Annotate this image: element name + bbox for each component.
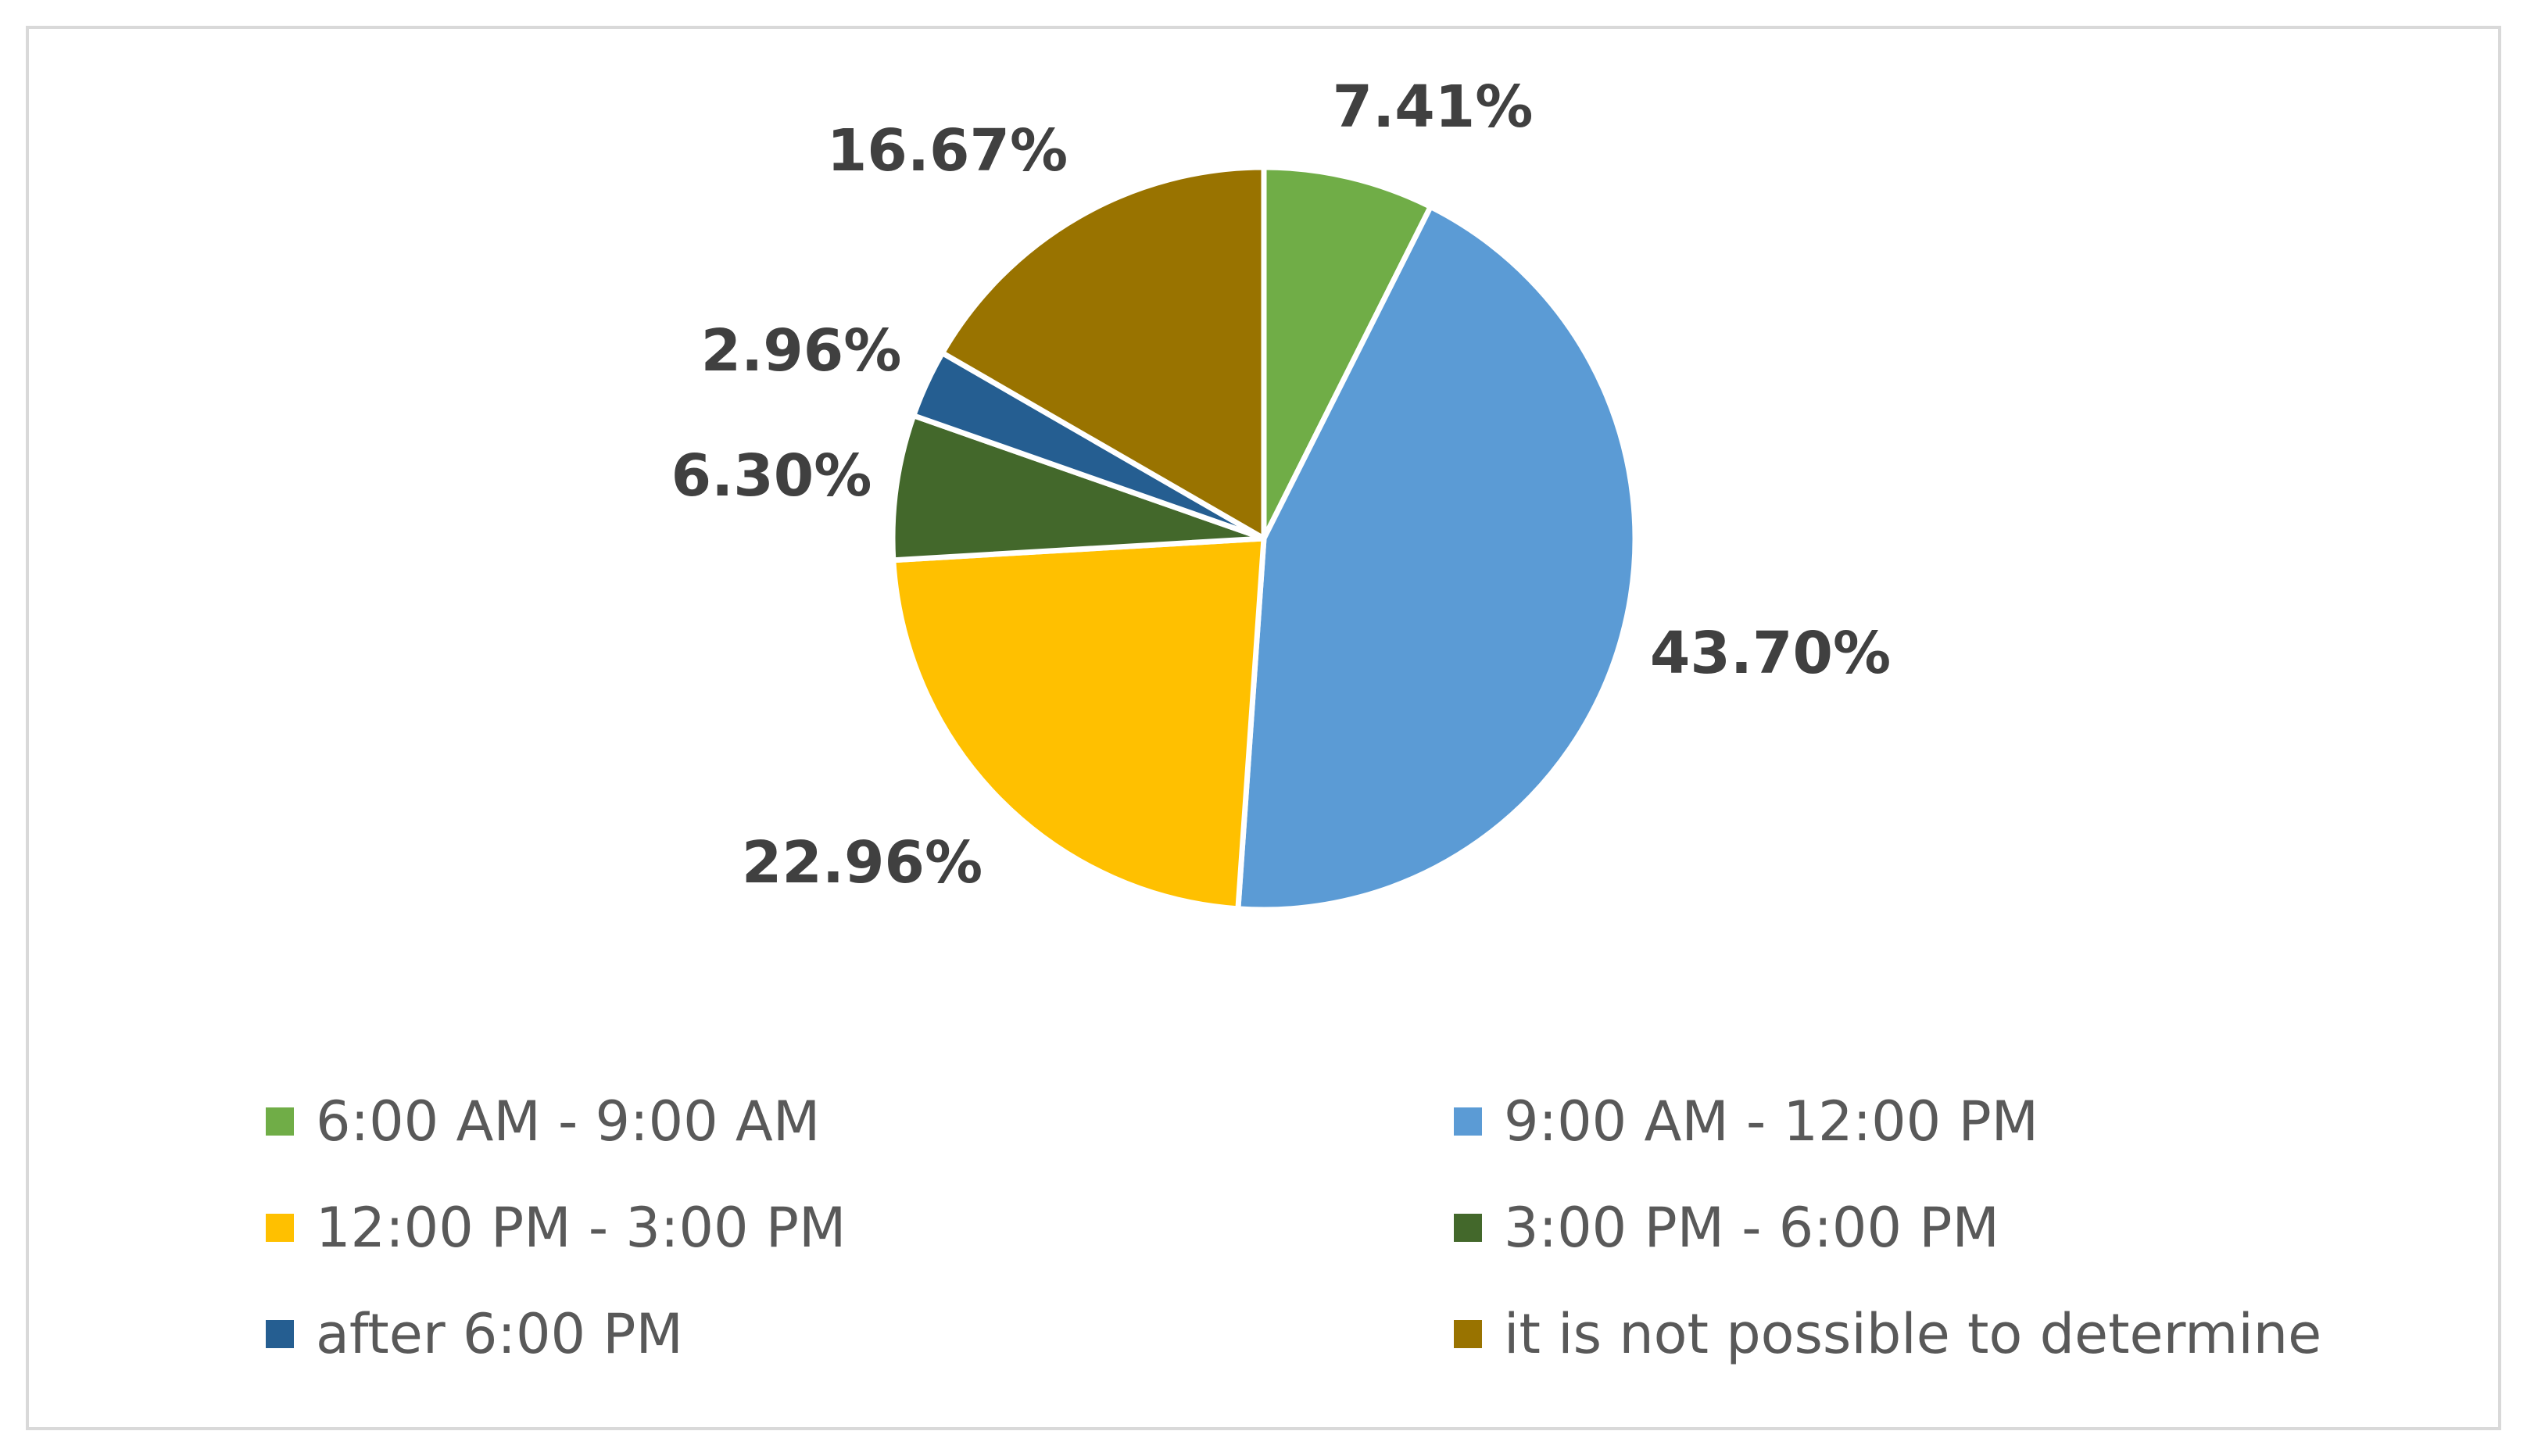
- legend-swatch-3: [266, 1214, 294, 1242]
- legend-item-1: 6:00 AM - 9:00 AM: [266, 1086, 1454, 1157]
- data-label-2: 43.70%: [1650, 620, 1891, 687]
- data-label-3: 22.96%: [742, 829, 983, 896]
- legend-item-6: it is not possible to determine: [1454, 1299, 2376, 1369]
- legend-label-2: 9:00 AM - 12:00 PM: [1504, 1089, 2039, 1154]
- pie-slice-4: [889, 413, 1267, 563]
- legend-label-3: 12:00 PM - 3:00 PM: [316, 1196, 847, 1260]
- pie-slices: [889, 164, 1638, 913]
- data-label-5: 2.96%: [701, 317, 902, 385]
- chart-legend: 6:00 AM - 9:00 AM 9:00 AM - 12:00 PM 12:00…: [266, 1086, 2376, 1369]
- data-label-6: 16.67%: [827, 117, 1068, 184]
- legend-item-2: 9:00 AM - 12:00 PM: [1454, 1086, 2376, 1157]
- legend-label-5: after 6:00 PM: [316, 1302, 683, 1366]
- data-label-4: 6.30%: [671, 442, 872, 510]
- legend-swatch-4: [1454, 1214, 1482, 1242]
- data-label-1: 7.41%: [1333, 73, 1534, 141]
- legend-swatch-5: [266, 1320, 294, 1348]
- legend-swatch-6: [1454, 1320, 1482, 1348]
- legend-label-1: 6:00 AM - 9:00 AM: [316, 1089, 821, 1154]
- pie-slice-1: [1261, 164, 1434, 542]
- legend-swatch-2: [1454, 1107, 1482, 1136]
- legend-label-4: 3:00 PM - 6:00 PM: [1504, 1196, 1999, 1260]
- legend-item-4: 3:00 PM - 6:00 PM: [1454, 1193, 2376, 1263]
- legend-item-3: 12:00 PM - 3:00 PM: [266, 1193, 1454, 1263]
- pie-data-labels: 7.41% 43.70% 22.96% 6.30% 2.96% 16.67%: [671, 73, 1891, 896]
- legend-item-5: after 6:00 PM: [266, 1299, 1454, 1369]
- legend-swatch-1: [266, 1107, 294, 1136]
- pie-slice-2: [1235, 204, 1638, 913]
- legend-label-6: it is not possible to determine: [1504, 1302, 2322, 1366]
- pie-slice-6: [940, 164, 1267, 542]
- pie-slice-3: [890, 535, 1267, 912]
